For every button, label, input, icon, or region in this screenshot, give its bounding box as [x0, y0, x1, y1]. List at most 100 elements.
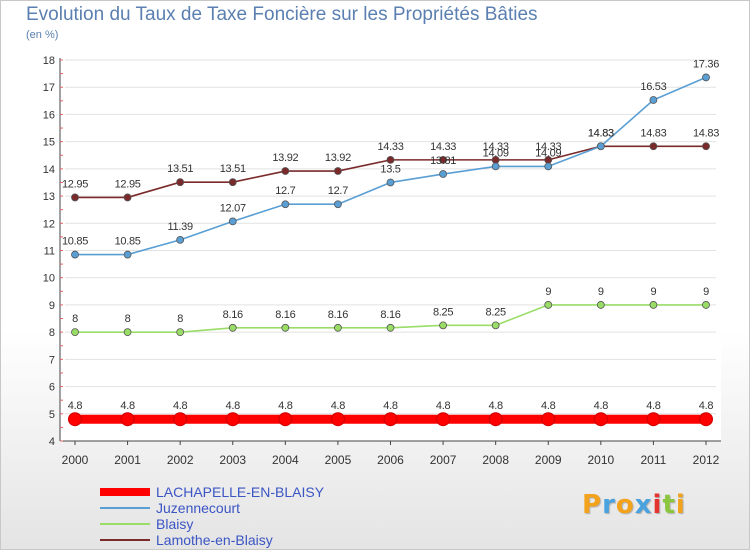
- x-tick-label-2004: 2004: [272, 453, 299, 467]
- data-point-LACHAPELLE-EN-BLAISY-2009: [541, 412, 556, 427]
- data-label-LACHAPELLE-EN-BLAISY-2010: 4.8: [594, 400, 609, 412]
- data-point-LACHAPELLE-EN-BLAISY-2004: [278, 412, 293, 427]
- data-label-Blaisy-2011: 9: [651, 286, 657, 298]
- x-tick-label-2008: 2008: [482, 453, 509, 467]
- data-label-Lamothe-en-Blaisy-2003: 13.51: [220, 163, 246, 175]
- data-label-Juzennecourt-2006: 13.5: [380, 163, 400, 175]
- y-tick-label-4: 4: [49, 436, 55, 448]
- data-point-Juzennecourt-2008: [491, 162, 500, 171]
- logo-letter: x: [634, 490, 653, 520]
- legend-label-Lamothe-en-Blaisy: Lamothe-en-Blaisy: [156, 532, 273, 548]
- proxiti-logo: Proxiti: [582, 490, 686, 520]
- logo-letter: o: [615, 490, 635, 520]
- data-label-LACHAPELLE-EN-BLAISY-2006: 4.8: [383, 400, 398, 412]
- data-point-Blaisy-2008: [491, 321, 500, 330]
- data-label-Blaisy-2002: 8: [177, 313, 183, 325]
- data-point-LACHAPELLE-EN-BLAISY-2006: [383, 412, 398, 427]
- data-point-Juzennecourt-2012: [702, 73, 710, 82]
- data-point-Lamothe-en-Blaisy-2007: [439, 155, 447, 164]
- data-point-Lamothe-en-Blaisy-2004: [281, 167, 290, 175]
- data-label-Blaisy-2007: 8.25: [433, 306, 453, 318]
- data-label-Blaisy-2009: 9: [545, 286, 551, 298]
- data-label-Juzennecourt-2001: 10.85: [115, 236, 141, 248]
- logo-letter: t: [662, 490, 676, 520]
- legend-label-LACHAPELLE-EN-BLAISY: LACHAPELLE-EN-BLAISY: [156, 484, 325, 500]
- data-point-Juzennecourt-2009: [544, 162, 553, 171]
- data-label-Lamothe-en-Blaisy-2010: 14.83: [588, 127, 614, 139]
- legend-label-Juzennecourt: Juzennecourt: [156, 500, 241, 516]
- data-label-Juzennecourt-2010: 14.83: [588, 127, 614, 139]
- y-tick-label-9: 9: [49, 300, 55, 312]
- legend-swatch-Lamothe-en-Blaisy: [100, 539, 150, 541]
- y-tick-label-12: 12: [43, 218, 55, 230]
- data-label-Lamothe-en-Blaisy-2012: 14.83: [693, 127, 719, 139]
- data-point-Blaisy-2004: [281, 323, 290, 332]
- data-point-Blaisy-2006: [386, 323, 395, 332]
- y-tick-label-14: 14: [43, 164, 55, 176]
- data-label-Juzennecourt-2008: 14.09: [483, 147, 509, 159]
- data-label-Juzennecourt-2011: 16.53: [640, 81, 666, 93]
- x-tick-label-2006: 2006: [377, 453, 404, 467]
- y-tick-label-5: 5: [49, 409, 55, 421]
- data-point-Juzennecourt-2004: [281, 200, 290, 209]
- data-point-Juzennecourt-2006: [386, 178, 395, 187]
- data-point-Juzennecourt-2007: [439, 170, 447, 178]
- x-tick-label-2003: 2003: [219, 453, 246, 467]
- x-tick-label-2002: 2002: [167, 453, 194, 467]
- data-point-Juzennecourt-2001: [123, 250, 132, 259]
- data-label-Blaisy-2000: 8: [72, 313, 78, 325]
- data-point-Juzennecourt-2010: [596, 142, 605, 151]
- data-point-LACHAPELLE-EN-BLAISY-2003: [225, 412, 240, 427]
- logo-letter: r: [602, 490, 616, 520]
- y-tick-label-15: 15: [43, 137, 55, 149]
- data-label-LACHAPELLE-EN-BLAISY-2008: 4.8: [488, 400, 503, 412]
- data-label-Lamothe-en-Blaisy-2000: 12.95: [62, 178, 88, 190]
- data-point-Juzennecourt-2000: [71, 250, 79, 259]
- legend-swatch-LACHAPELLE-EN-BLAISY: [100, 488, 150, 496]
- data-point-Lamothe-en-Blaisy-2000: [71, 193, 79, 202]
- data-label-Blaisy-2003: 8.16: [223, 309, 243, 321]
- data-point-Lamothe-en-Blaisy-2001: [123, 193, 132, 202]
- data-label-Lamothe-en-Blaisy-2009: 14.33: [535, 141, 561, 153]
- data-label-Lamothe-en-Blaisy-2002: 13.51: [167, 163, 193, 175]
- data-point-Blaisy-2000: [71, 328, 79, 337]
- data-point-Blaisy-2007: [439, 321, 447, 330]
- data-label-LACHAPELLE-EN-BLAISY-2003: 4.8: [226, 400, 241, 412]
- data-label-Juzennecourt-2000: 10.85: [62, 236, 88, 248]
- x-tick-label-2007: 2007: [430, 453, 457, 467]
- data-point-Lamothe-en-Blaisy-2003: [228, 178, 237, 187]
- data-point-Blaisy-2009: [544, 301, 553, 309]
- data-point-Lamothe-en-Blaisy-2011: [649, 142, 658, 151]
- logo-letter: i: [675, 490, 686, 520]
- data-point-Blaisy-2012: [702, 301, 710, 309]
- data-point-Blaisy-2005: [334, 323, 342, 332]
- data-label-Blaisy-2012: 9: [703, 286, 709, 298]
- data-point-Blaisy-2011: [649, 301, 658, 309]
- x-tick-label-2010: 2010: [587, 453, 614, 467]
- chart-unit: (en %): [26, 29, 59, 41]
- data-point-Lamothe-en-Blaisy-2006: [386, 155, 395, 164]
- y-tick-label-6: 6: [49, 382, 55, 394]
- data-label-LACHAPELLE-EN-BLAISY-2000: 4.8: [68, 400, 83, 412]
- legend-label-Blaisy: Blaisy: [156, 516, 194, 532]
- data-point-Blaisy-2001: [123, 328, 132, 337]
- y-tick-label-18: 18: [43, 55, 55, 67]
- data-label-Lamothe-en-Blaisy-2004: 13.92: [272, 152, 298, 164]
- data-point-Lamothe-en-Blaisy-2012: [702, 142, 710, 151]
- data-label-Lamothe-en-Blaisy-2011: 14.83: [640, 127, 666, 139]
- data-label-Juzennecourt-2003: 12.07: [220, 202, 246, 214]
- data-point-Blaisy-2003: [228, 323, 237, 332]
- data-point-Lamothe-en-Blaisy-2002: [176, 178, 185, 187]
- y-tick-label-10: 10: [43, 273, 55, 285]
- y-tick-label-11: 11: [44, 246, 55, 258]
- data-point-Blaisy-2010: [596, 301, 605, 309]
- data-label-Blaisy-2010: 9: [598, 286, 604, 298]
- data-label-Blaisy-2005: 8.16: [328, 309, 348, 321]
- data-point-LACHAPELLE-EN-BLAISY-2010: [593, 412, 608, 427]
- data-point-LACHAPELLE-EN-BLAISY-2001: [120, 412, 135, 427]
- data-label-LACHAPELLE-EN-BLAISY-2005: 4.8: [331, 400, 346, 412]
- y-tick-label-16: 16: [43, 109, 55, 121]
- data-point-Juzennecourt-2005: [334, 200, 342, 209]
- data-label-Juzennecourt-2007: 13.81: [430, 155, 456, 167]
- data-label-Juzennecourt-2009: 14.09: [535, 147, 561, 159]
